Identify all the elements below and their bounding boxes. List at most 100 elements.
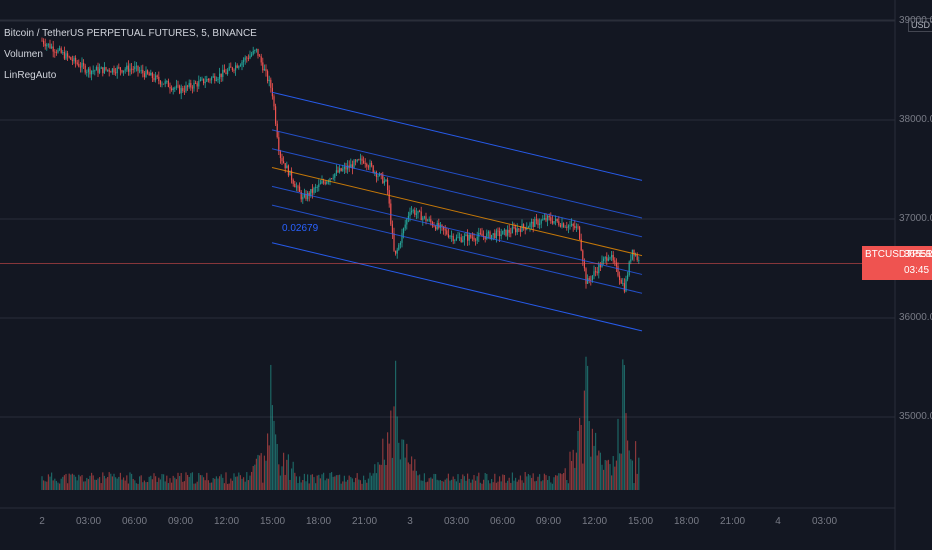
candle-body: [427, 220, 429, 222]
volume-bar: [419, 474, 421, 490]
candle-body: [177, 85, 179, 87]
candle-body: [159, 80, 161, 85]
volume-bar: [134, 480, 136, 490]
candle-body: [60, 48, 62, 53]
volume-bar: [52, 480, 54, 490]
volume-bar: [239, 475, 241, 490]
volume-bar: [425, 482, 427, 490]
candle-body: [140, 69, 142, 71]
volume-bar: [153, 473, 155, 490]
candle-body: [523, 224, 525, 228]
volume-bar: [519, 475, 521, 490]
volume-bar: [62, 476, 64, 490]
candle-body: [270, 79, 272, 88]
volume-bar: [387, 432, 389, 490]
candle-body: [542, 219, 544, 221]
price-tick-label: 35000.00: [899, 411, 932, 422]
candle-body: [206, 79, 208, 82]
volume-bar: [343, 475, 345, 490]
candle-body: [129, 68, 131, 72]
candle-body: [299, 186, 301, 192]
candle-body: [155, 75, 157, 81]
volume-bar: [86, 477, 88, 490]
volume-bar: [447, 473, 449, 490]
candle-body: [435, 226, 437, 230]
candle-body: [633, 249, 635, 256]
candle-body: [163, 83, 165, 85]
volume-bar: [302, 479, 304, 490]
candle-body: [419, 210, 421, 212]
candle-body: [371, 162, 373, 166]
candle-body: [111, 68, 113, 73]
candle-body: [399, 242, 401, 245]
volume-bar: [139, 476, 141, 490]
volume-bar: [129, 472, 131, 490]
volume-bar: [561, 474, 563, 490]
candle-body: [366, 163, 368, 167]
candle-body: [105, 67, 107, 70]
volume-bar: [375, 473, 377, 490]
candle-body: [115, 72, 117, 74]
volume-bar: [105, 478, 107, 490]
candle-body: [238, 66, 240, 68]
time-tick-label: 15:00: [628, 516, 654, 527]
candle-body: [265, 69, 267, 72]
volume-bar: [315, 483, 317, 490]
symbol-title[interactable]: Bitcoin / TetherUS PERPETUAL FUTURES, 5,…: [4, 28, 257, 39]
volume-bar: [113, 473, 115, 490]
candle-body: [89, 68, 91, 75]
volume-bar: [147, 482, 149, 490]
candle-body: [63, 52, 65, 59]
volume-bar: [625, 413, 627, 490]
volume-bar: [494, 473, 496, 490]
candle-body: [534, 219, 536, 227]
volume-bar: [227, 483, 229, 490]
candle-body: [619, 275, 621, 280]
candle-body: [577, 226, 579, 228]
volume-bar: [340, 483, 342, 490]
volume-bar: [124, 480, 126, 490]
volume-bar: [174, 477, 176, 490]
volume-bar: [299, 476, 301, 490]
candle-body: [99, 68, 101, 73]
candle-body: [158, 76, 160, 81]
volume-bar: [345, 481, 347, 490]
candle-body: [209, 79, 211, 81]
volume-bar: [451, 479, 453, 490]
volume-bar: [475, 480, 477, 490]
volume-bar: [203, 477, 205, 490]
volume-bar: [607, 459, 609, 490]
volume-bar: [259, 455, 261, 490]
volume-bar: [70, 474, 72, 490]
candle-body: [409, 212, 411, 216]
linreg-indicator-label[interactable]: LinRegAuto: [4, 70, 57, 81]
volume-bar: [103, 475, 105, 490]
volume-indicator-label[interactable]: Volumen: [4, 49, 43, 60]
volume-bar: [334, 476, 336, 490]
volume-bar: [180, 473, 182, 490]
candle-body: [257, 48, 259, 56]
candle-body: [606, 257, 608, 261]
candle-body: [363, 160, 365, 163]
volume-bar: [284, 474, 286, 490]
volume-bar: [507, 480, 509, 490]
candle-body: [529, 223, 531, 227]
volume-bar: [132, 478, 134, 490]
volume-bar: [311, 474, 313, 490]
candle-body: [233, 69, 235, 71]
volume-bar: [155, 476, 157, 490]
volume-bar: [207, 480, 209, 490]
volume-bar: [342, 481, 344, 490]
candle-body: [495, 230, 497, 239]
price-tick-label: 36000.00: [899, 312, 932, 323]
volume-bar: [628, 450, 630, 490]
volume-bar: [382, 438, 384, 490]
candle-body: [169, 86, 171, 89]
volume-bar: [609, 464, 611, 490]
volume-bar: [403, 439, 405, 490]
volume-bar: [550, 482, 552, 490]
candle-body: [582, 250, 584, 262]
currency-badge[interactable]: USDT: [908, 18, 932, 32]
volume-bar: [358, 479, 360, 490]
